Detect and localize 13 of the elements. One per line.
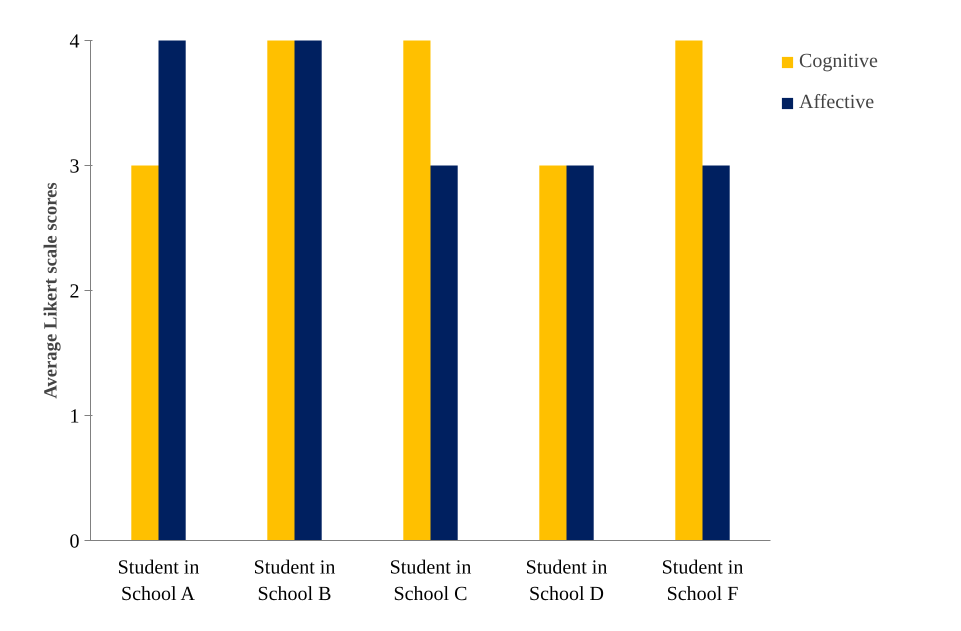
- x-tick-label: Student in School D: [526, 556, 608, 605]
- legend-label: Cognitive: [799, 50, 878, 73]
- y-tick-label: 1: [70, 406, 80, 428]
- y-tick-label: 4: [70, 30, 80, 52]
- y-tick-label: 3: [70, 156, 80, 178]
- y-tick-label: 2: [70, 280, 80, 302]
- y-tick-label: 0: [70, 530, 80, 552]
- x-tick-label: Student in School F: [662, 556, 744, 605]
- x-tick-label: Student in School A: [118, 556, 200, 605]
- x-tick-label: Student in School B: [254, 556, 336, 605]
- legend-label: Affective: [799, 91, 874, 114]
- y-axis-title: Average Likert scale scores: [40, 182, 62, 399]
- x-tick-label: Student in School C: [390, 556, 472, 605]
